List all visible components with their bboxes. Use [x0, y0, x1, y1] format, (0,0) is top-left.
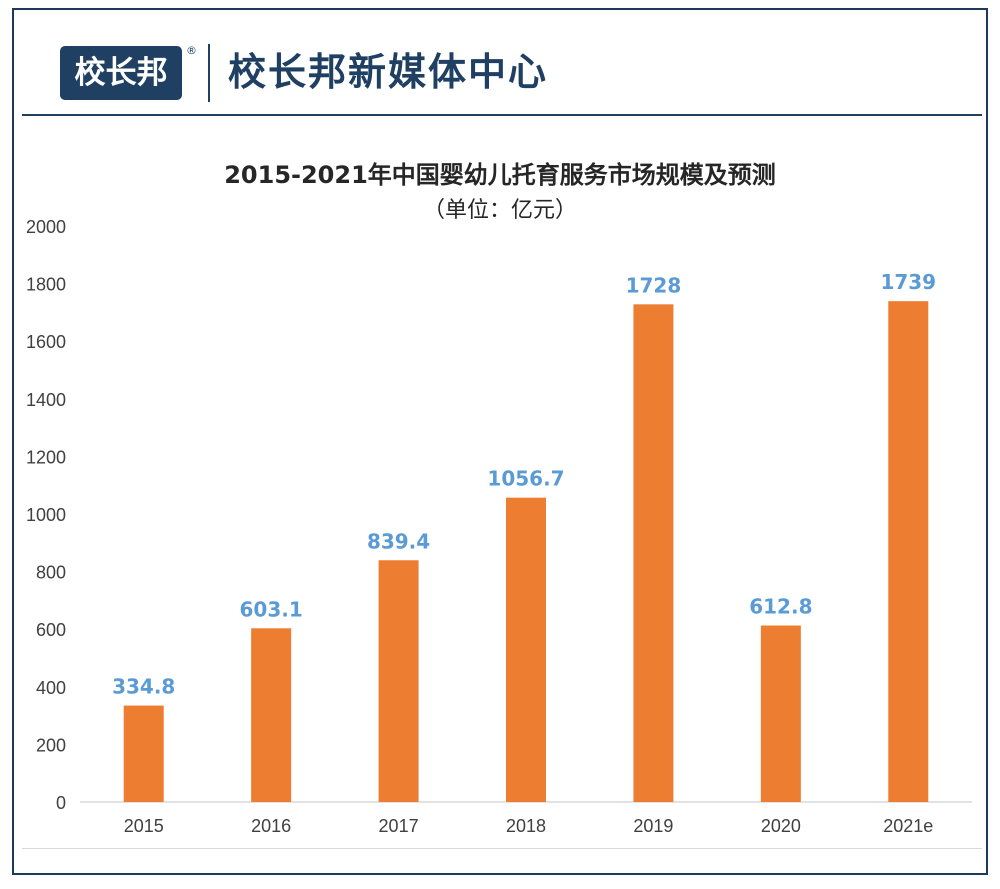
y-tick-label: 1600: [26, 332, 66, 352]
brand-header: 校长邦 ® 校长邦新媒体中心: [14, 10, 986, 118]
y-tick-label: 400: [36, 678, 66, 698]
x-tick-label: 2020: [761, 816, 801, 836]
y-tick-label: 800: [36, 563, 66, 583]
x-tick-label: 2015: [124, 816, 164, 836]
x-tick-label: 2021e: [883, 816, 933, 836]
bar: [251, 628, 292, 802]
y-tick-label: 1200: [26, 447, 66, 467]
y-tick-label: 1000: [26, 505, 66, 525]
x-tick-label: 2018: [506, 816, 546, 836]
bar: [888, 301, 929, 802]
y-tick-label: 0: [56, 793, 66, 813]
registered-mark: ®: [186, 44, 197, 57]
data-label: 1728: [626, 273, 682, 297]
data-label: 1739: [880, 270, 936, 294]
y-tick-label: 600: [36, 620, 66, 640]
header-rule: [22, 114, 982, 116]
chart-title: 2015-2021年中国婴幼儿托育服务市场规模及预测: [224, 161, 776, 189]
y-tick-label: 1800: [26, 275, 66, 295]
chart-frame: 校长邦 ® 校长邦新媒体中心: [12, 8, 988, 875]
y-tick-label: 1400: [26, 390, 66, 410]
bar: [123, 705, 164, 802]
data-label: 1056.7: [487, 467, 564, 491]
x-tick-label: 2019: [633, 816, 673, 836]
bar: [760, 625, 801, 802]
bar: [378, 560, 419, 802]
bar: [506, 497, 546, 802]
bar: [633, 304, 674, 802]
brand-title: 校长邦新媒体中心: [228, 49, 549, 94]
x-tick-label: 2017: [379, 816, 419, 836]
brand-logo: 校长邦: [60, 46, 182, 100]
data-label: 334.8: [112, 675, 175, 699]
x-tick-label: 2016: [251, 816, 291, 836]
data-label: 839.4: [367, 529, 430, 553]
bottom-rule: [22, 848, 982, 849]
chart-subtitle: （单位：亿元）: [422, 198, 577, 223]
data-label: 603.1: [240, 597, 303, 621]
data-label: 612.8: [749, 595, 812, 619]
y-tick-label: 200: [36, 735, 66, 755]
y-tick-label: 2000: [26, 217, 66, 237]
header-divider: [208, 44, 210, 102]
